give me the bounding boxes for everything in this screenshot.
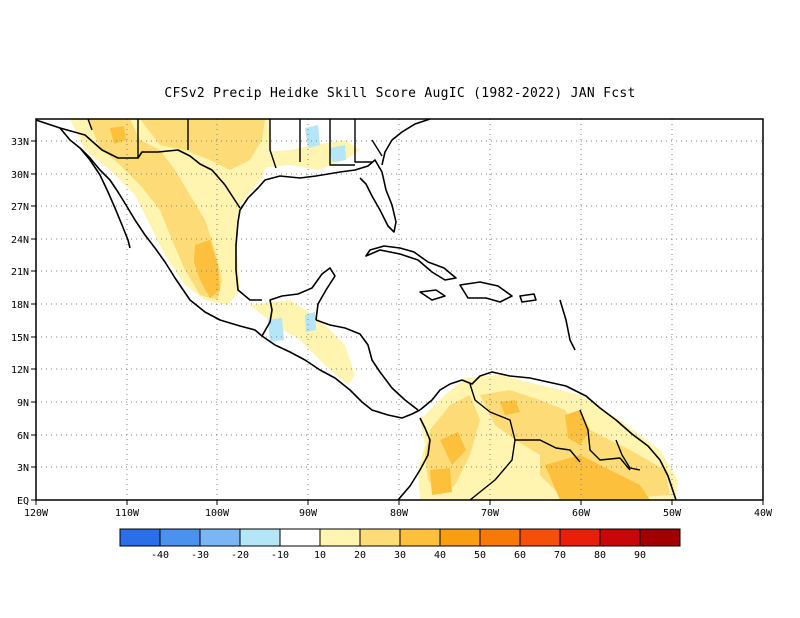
lat-label: 33N bbox=[11, 137, 29, 148]
ticks bbox=[31, 140, 764, 505]
lat-label: 6N bbox=[17, 431, 29, 442]
colorbar-label: -30 bbox=[191, 550, 209, 561]
colorbar-label: 80 bbox=[594, 550, 606, 561]
colorbar-label: 30 bbox=[394, 550, 406, 561]
shade-cyan-2 bbox=[330, 145, 346, 162]
lon-labels: 120W 110W 100W 90W 80W 70W 60W 50W 40W bbox=[24, 508, 773, 519]
shade-central-america bbox=[250, 300, 355, 385]
shade-sw-us bbox=[140, 119, 265, 170]
lat-label: 21N bbox=[11, 267, 29, 278]
lon-label: 70W bbox=[481, 508, 500, 519]
shade-orange-sa1 bbox=[545, 455, 650, 500]
shade-orange-sa4 bbox=[500, 400, 520, 415]
colorbar-swatch bbox=[239, 528, 281, 547]
map-title: CFSv2 Precip Heidke Skill Score AugIC (1… bbox=[164, 86, 636, 101]
grid bbox=[36, 119, 763, 500]
shade-cyan-4 bbox=[305, 312, 316, 332]
colorbar-swatch bbox=[119, 528, 161, 547]
lon-label: 40W bbox=[754, 508, 773, 519]
colorbar-label: -40 bbox=[151, 550, 169, 561]
colorbar-label: -20 bbox=[231, 550, 249, 561]
lon-label: 50W bbox=[663, 508, 682, 519]
shade-orange-mexico bbox=[194, 240, 220, 298]
lat-label: 27N bbox=[11, 202, 29, 213]
colorbar-swatch bbox=[639, 528, 681, 547]
colorbar-swatch bbox=[439, 528, 481, 547]
lat-labels: 33N 30N 27N 24N 21N 18N 15N 12N 9N 6N 3N… bbox=[11, 137, 29, 507]
colorbar-label: 70 bbox=[554, 550, 566, 561]
lat-label: 30N bbox=[11, 170, 29, 181]
colorbar-swatch bbox=[399, 528, 441, 547]
colorbar-swatch bbox=[359, 528, 401, 547]
lat-label: 9N bbox=[17, 398, 29, 409]
shade-orange-sa3 bbox=[440, 432, 466, 465]
lat-label: 24N bbox=[11, 235, 29, 246]
colorbar: -40 -30 -20 -10 10 20 30 40 50 60 70 80 90 bbox=[119, 528, 681, 561]
lat-label: 12N bbox=[11, 365, 29, 376]
lon-label: 100W bbox=[205, 508, 230, 519]
colorbar-label: 90 bbox=[634, 550, 646, 561]
colorbar-label: 40 bbox=[434, 550, 446, 561]
shade-cyan-1 bbox=[305, 125, 320, 148]
colorbar-label: 60 bbox=[514, 550, 526, 561]
colorbar-swatch bbox=[159, 528, 201, 547]
lat-label: 18N bbox=[11, 300, 29, 311]
colorbar-swatch bbox=[519, 528, 561, 547]
colorbar-label: -10 bbox=[271, 550, 289, 561]
coastlines bbox=[36, 119, 677, 500]
skill-shading bbox=[70, 119, 678, 500]
lat-label: EQ bbox=[17, 496, 29, 507]
colorbar-swatch bbox=[199, 528, 241, 547]
shade-orange-nw bbox=[110, 126, 126, 144]
lat-label: 15N bbox=[11, 333, 29, 344]
colorbar-label: 20 bbox=[354, 550, 366, 561]
colorbar-label: 10 bbox=[314, 550, 326, 561]
lon-label: 60W bbox=[572, 508, 591, 519]
colorbar-swatch bbox=[559, 528, 601, 547]
colorbar-label: 50 bbox=[474, 550, 486, 561]
shade-cyan-3 bbox=[268, 318, 284, 342]
colorbar-swatch bbox=[279, 528, 321, 547]
colorbar-swatch bbox=[479, 528, 521, 547]
lon-label: 120W bbox=[24, 508, 49, 519]
lon-label: 110W bbox=[115, 508, 140, 519]
colorbar-swatch bbox=[319, 528, 361, 547]
shade-sierra-madre bbox=[88, 119, 222, 300]
shade-orange-sa5 bbox=[430, 468, 452, 495]
lon-label: 90W bbox=[299, 508, 318, 519]
colorbar-swatch bbox=[599, 528, 641, 547]
lon-label: 80W bbox=[390, 508, 409, 519]
lat-label: 3N bbox=[17, 463, 29, 474]
